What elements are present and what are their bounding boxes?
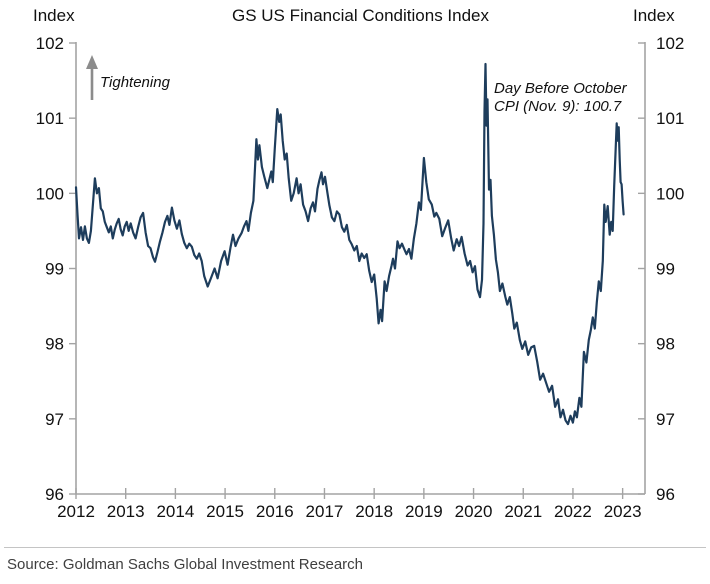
y-tick-label-left: 102	[36, 34, 64, 53]
x-tick-label: 2012	[57, 502, 95, 521]
chart-title: GS US Financial Conditions Index	[231, 6, 490, 25]
cpi-annotation: Day Before October CPI (Nov. 9): 100.7	[494, 80, 627, 116]
x-tick-label: 2020	[455, 502, 493, 521]
y-tick-label-left: 99	[45, 260, 64, 279]
x-tick-label: 2021	[504, 502, 542, 521]
x-tick-label: 2019	[405, 502, 443, 521]
y-tick-label-left: 97	[45, 410, 64, 429]
y-tick-label-right: 97	[656, 410, 675, 429]
x-tick-label: 2015	[206, 502, 244, 521]
y-tick-label-right: 98	[656, 335, 675, 354]
x-tick-label: 2013	[107, 502, 145, 521]
y-axis-title-right: Index	[633, 6, 675, 25]
y-tick-label-left: 98	[45, 335, 64, 354]
y-tick-label-right: 100	[656, 184, 684, 203]
tightening-label: Tightening	[100, 74, 170, 91]
y-tick-label-right: 99	[656, 260, 675, 279]
cpi-annotation-line1: Day Before October	[494, 80, 627, 97]
y-tick-label-left: 101	[36, 109, 64, 128]
x-tick-label: 2014	[156, 502, 194, 521]
source-text: Source: Goldman Sachs Global Investment …	[7, 556, 364, 573]
x-tick-label: 2017	[306, 502, 344, 521]
footer-divider	[4, 547, 706, 548]
x-tick-label: 2016	[256, 502, 294, 521]
y-tick-label-right: 102	[656, 34, 684, 53]
y-tick-label-right: 96	[656, 485, 675, 504]
x-tick-label: 2022	[554, 502, 592, 521]
y-tick-label-left: 100	[36, 184, 64, 203]
y-tick-label-right: 101	[656, 109, 684, 128]
y-axis-title-left: Index	[33, 6, 75, 25]
fci-line-series	[74, 62, 625, 426]
cpi-annotation-line2: CPI (Nov. 9): 100.7	[494, 98, 622, 115]
tightening-arrow-icon	[86, 55, 98, 69]
y-tick-label-left: 96	[45, 485, 64, 504]
x-tick-label: 2023	[604, 502, 642, 521]
x-tick-label: 2018	[355, 502, 393, 521]
